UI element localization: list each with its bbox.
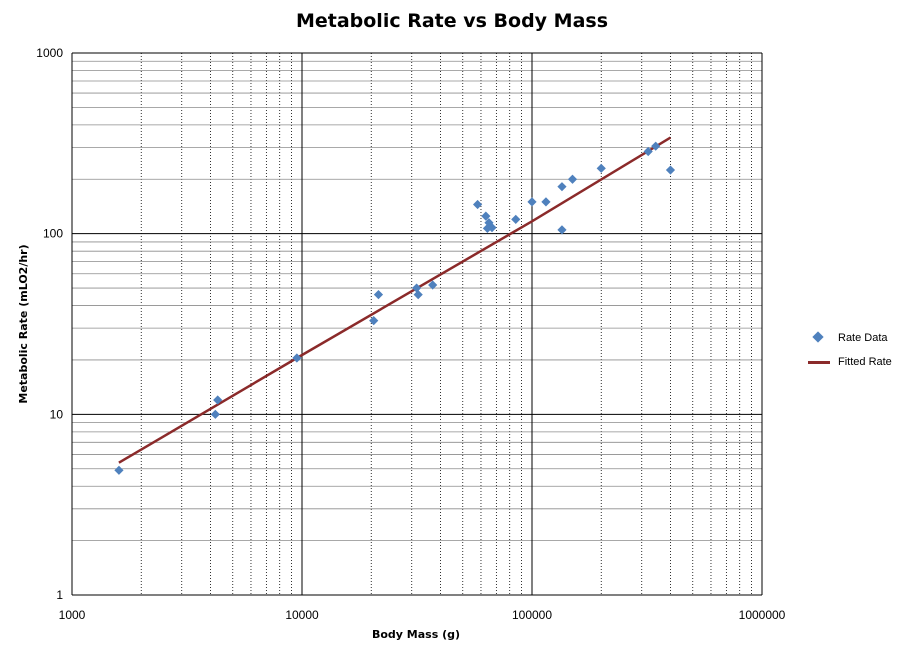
y-tick-label: 1000: [36, 46, 63, 60]
major-gridlines: [71, 52, 763, 596]
x-tick-label: 10000: [285, 608, 319, 622]
legend-label: Rate Data: [838, 332, 888, 344]
rate-data-point: [373, 289, 384, 300]
minor-gridlines: [72, 53, 762, 595]
rate-data-point: [292, 353, 302, 363]
rate-data-point: [665, 165, 676, 175]
rate-data-point: [210, 409, 220, 419]
rate-data-point: [511, 214, 521, 224]
rate-data-point: [567, 174, 578, 184]
legend-label: Fitted Rate: [838, 356, 892, 368]
y-tick-label: 10: [50, 407, 64, 421]
y-axis-label: Metabolic Rate (mLO2/hr): [17, 244, 30, 403]
legend-item-fitted-rate: Fitted Rate: [808, 350, 900, 374]
legend-marker-line: [808, 356, 830, 368]
rate-data-point: [596, 163, 606, 173]
rate-data-point: [643, 146, 653, 157]
legend-marker-diamond: [808, 331, 830, 344]
rate-data-point: [541, 197, 551, 207]
rate-data-point: [369, 316, 379, 326]
y-axis-tick-labels: 1 10 100 1000: [36, 46, 63, 602]
x-tick-label: 1000: [59, 608, 86, 622]
legend-item-rate-data: Rate Data: [808, 326, 900, 350]
rate-data-point: [484, 218, 494, 228]
x-tick-label: 100000: [512, 608, 552, 622]
rate-data-point: [413, 289, 423, 300]
chart-title: Metabolic Rate vs Body Mass: [295, 10, 609, 32]
rate-data-point: [557, 225, 567, 235]
rate-data-series: [114, 141, 676, 475]
rate-data-point: [428, 280, 438, 290]
rate-data-point: [472, 199, 483, 210]
rate-data-point: [487, 223, 497, 233]
x-tick-label: 1000000: [739, 608, 786, 622]
x-axis-label: Body Mass (g): [372, 628, 460, 641]
rate-data-point: [557, 182, 567, 192]
rate-data-point: [481, 211, 491, 221]
rate-data-point: [114, 465, 124, 475]
rate-data-point: [651, 141, 661, 151]
rate-data-point: [412, 283, 422, 293]
rate-data-point: [527, 197, 537, 207]
y-tick-label: 1: [56, 588, 63, 602]
rate-data-point: [213, 395, 223, 405]
y-tick-label: 100: [43, 227, 63, 241]
legend: Rate Data Fitted Rate: [808, 326, 900, 374]
x-axis-tick-labels: 1000 10000 100000 1000000: [59, 608, 786, 622]
